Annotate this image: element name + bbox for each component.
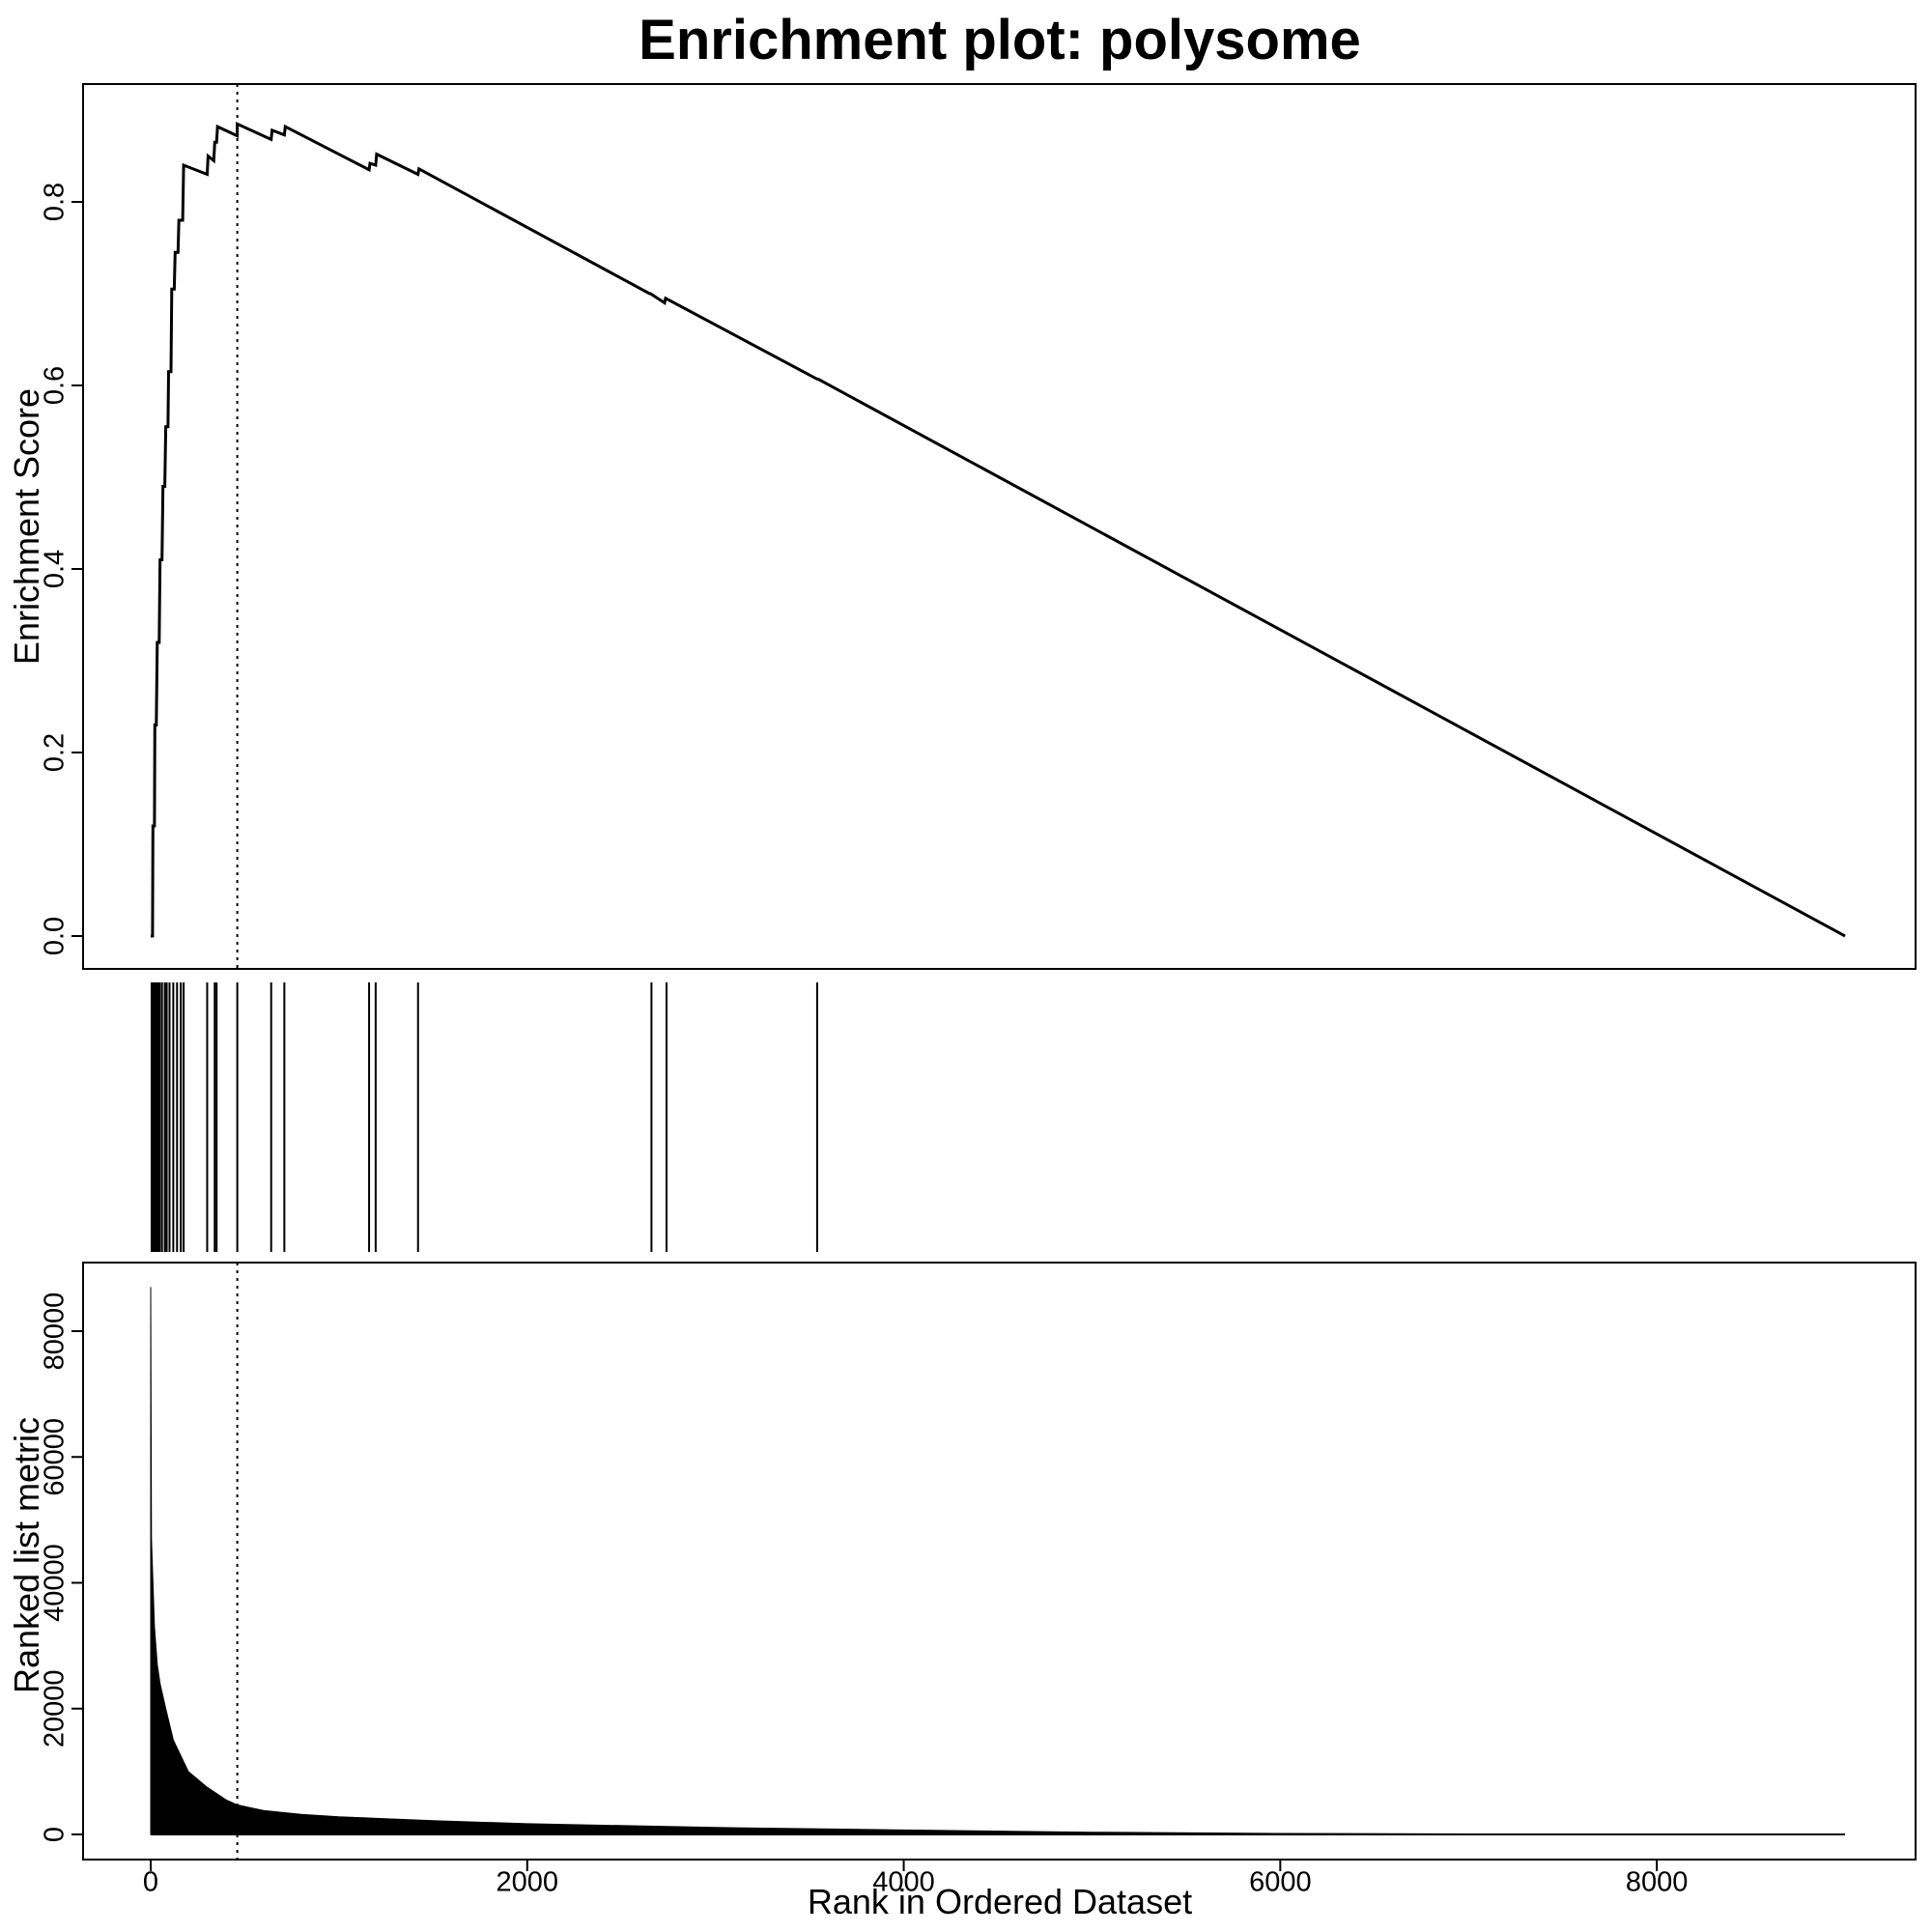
es-y-tick-label: 0.0	[40, 917, 71, 955]
x-tick-label: 2000	[497, 1867, 559, 1898]
chart-title: Enrichment plot: polysome	[639, 9, 1361, 71]
metric-area	[150, 1287, 1846, 1835]
es-plot-frame	[82, 83, 1917, 970]
metric-y-tick-label: 40000	[40, 1544, 71, 1622]
metric-y-tick-label: 20000	[40, 1669, 71, 1747]
x-tick-label: 6000	[1249, 1867, 1312, 1898]
es-y-tick-label: 0.4	[40, 550, 71, 588]
metric-y-tick-label: 60000	[40, 1418, 71, 1496]
es-curve	[151, 121, 1846, 938]
es-y-tick-label: 0.8	[40, 183, 71, 221]
metric-plot-frame	[82, 1262, 1917, 1861]
es-y-tick-label: 0.2	[40, 733, 71, 772]
es-y-tick-label: 0.6	[40, 366, 71, 405]
x-tick-label: 4000	[872, 1867, 935, 1898]
metric-y-tick-label: 80000	[40, 1293, 71, 1371]
x-tick-label: 0	[143, 1867, 158, 1898]
x-axis-label: Rank in Ordered Dataset	[807, 1882, 1193, 1921]
x-tick-label: 8000	[1626, 1867, 1689, 1898]
metric-y-tick-label: 0	[40, 1827, 71, 1842]
